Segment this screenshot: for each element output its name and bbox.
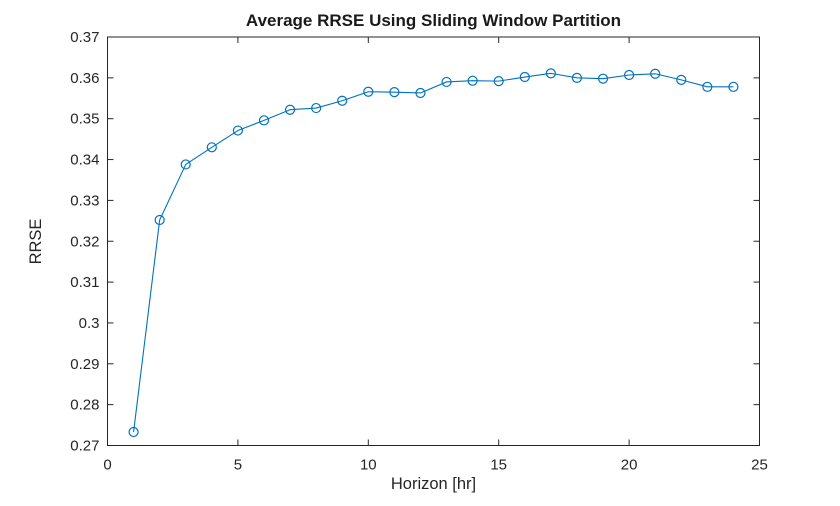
y-tick-label: 0.31: [70, 274, 99, 291]
data-point-marker: [467, 75, 478, 86]
plot-box: [107, 36, 760, 446]
x-tick-label: 10: [360, 457, 377, 474]
data-point-marker: [519, 71, 530, 83]
data-point-marker: [597, 73, 609, 84]
data-point-marker: [258, 115, 270, 126]
axis-ticks: [107, 36, 760, 446]
data-point-marker: [545, 68, 556, 79]
x-axis-label: Horizon [hr]: [391, 475, 476, 493]
y-tick-label: 0.33: [70, 192, 99, 209]
y-axis-label: RRSE: [27, 219, 45, 265]
data-point-marker: [232, 125, 243, 136]
series-line: [133, 72, 734, 433]
data-point-marker: [650, 68, 661, 79]
data-point-marker: [676, 74, 687, 85]
axis-tick-labels: 0 5 10 15 20 25 0.27 0.28 0.29 0.3 0.31 0.32 0.33 0.3…: [70, 29, 768, 474]
data-point-marker: [206, 142, 217, 153]
data-point-marker: [415, 87, 426, 99]
y-tick-label: 0.32: [70, 233, 99, 250]
data-point-marker: [571, 72, 583, 83]
y-tick-label: 0.37: [70, 29, 99, 46]
y-tick-label: 0.3: [79, 315, 100, 332]
data-point-marker: [702, 81, 713, 92]
data-point-marker: [284, 104, 296, 115]
x-tick-label: 15: [490, 457, 507, 474]
x-tick-label: 25: [751, 457, 768, 474]
y-tick-label: 0.35: [70, 111, 99, 128]
y-tick-label: 0.29: [70, 356, 99, 373]
y-tick-label: 0.28: [70, 397, 99, 414]
data-point-marker: [493, 76, 504, 87]
y-tick-label: 0.36: [70, 70, 99, 87]
data-point-marker: [128, 426, 139, 438]
x-tick-label: 20: [621, 457, 638, 474]
x-tick-label: 0: [103, 457, 111, 474]
y-tick-label: 0.27: [70, 438, 99, 455]
data-point-marker: [441, 76, 452, 88]
y-tick-label: 0.34: [70, 152, 99, 169]
x-tick-label: 5: [234, 457, 242, 474]
data-point-marker: [311, 102, 322, 114]
chart-title: Average RRSE Using Sliding Window Partit…: [246, 11, 621, 30]
data-point-marker: [389, 87, 400, 98]
data-series: [128, 68, 739, 438]
axes-frame: [107, 36, 760, 446]
data-point-marker: [623, 69, 635, 81]
data-point-marker: [154, 214, 165, 226]
data-point-marker: [180, 159, 191, 170]
data-point-marker: [728, 81, 739, 92]
data-point-marker: [337, 95, 348, 106]
data-point-marker: [363, 86, 374, 97]
